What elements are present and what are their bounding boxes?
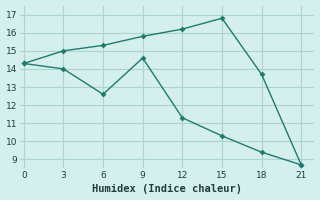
X-axis label: Humidex (Indice chaleur): Humidex (Indice chaleur) [92, 184, 242, 194]
